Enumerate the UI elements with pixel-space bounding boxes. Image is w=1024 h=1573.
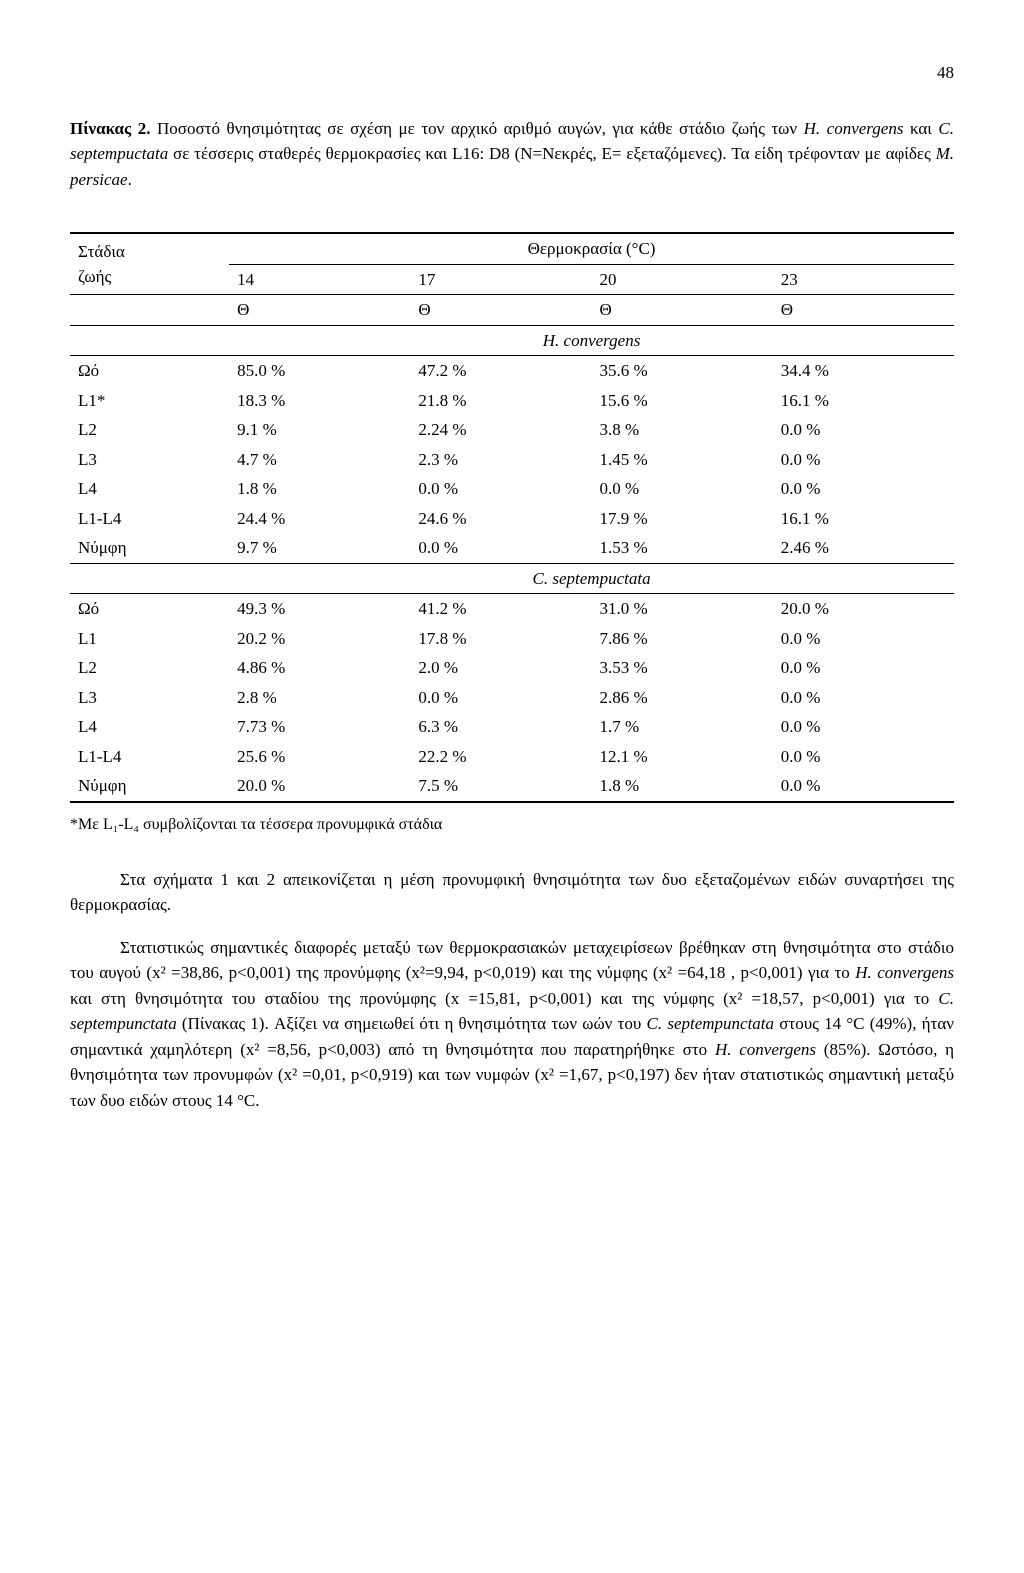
caption-label: Πίνακας 2. (70, 119, 150, 138)
header-t14: 14 (229, 264, 410, 295)
header-theta: Θ (773, 295, 954, 326)
header-t20: 20 (592, 264, 773, 295)
body-paragraph-1: Στα σχήματα 1 και 2 απεικονίζεται η μέση… (70, 867, 954, 918)
table-row: L41.8 %0.0 %0.0 %0.0 % (70, 474, 954, 504)
body-paragraph-2: Στατιστικώς σημαντικές διαφορές μεταξύ τ… (70, 935, 954, 1114)
header-temperature: Θερμοκρασία (°C) (229, 233, 954, 264)
species-name: H. convergens (855, 963, 954, 982)
table-row: Νύμφη9.7 %0.0 %1.53 %2.46 % (70, 533, 954, 563)
table-row: L1-L425.6 %22.2 %12.1 %0.0 % (70, 742, 954, 772)
table-row: L24.86 %2.0 %3.53 %0.0 % (70, 653, 954, 683)
caption-text2: και (903, 119, 938, 138)
table-row: L1-L424.4 %24.6 %17.9 %16.1 % (70, 504, 954, 534)
caption-text3: σε τέσσερις σταθερές θερμοκρασίες και L1… (168, 144, 935, 163)
caption-species1: H. convergens (804, 119, 904, 138)
table-row: Νύμφη20.0 %7.5 %1.8 %0.0 % (70, 771, 954, 802)
table-footnote: *Με L₁-L₄ συμβολίζονται τα τέσσερα προνυ… (70, 813, 954, 837)
section1-title: H. convergens (229, 325, 954, 356)
header-theta: Θ (410, 295, 591, 326)
table-row: L34.7 %2.3 %1.45 %0.0 % (70, 445, 954, 475)
caption-text1: Ποσοστό θνησιμότητας σε σχέση με τον αρχ… (150, 119, 803, 138)
header-theta: Θ (592, 295, 773, 326)
caption-textend: . (128, 170, 132, 189)
table-row: L47.73 %6.3 %1.7 %0.0 % (70, 712, 954, 742)
body-text: και στη θνησιμότητα του σταδίου της προν… (70, 989, 938, 1008)
header-stage: Στάδια ζωής (70, 233, 229, 295)
table-row: L32.8 %0.0 %2.86 %0.0 % (70, 683, 954, 713)
table-row: L1*18.3 %21.8 %15.6 %16.1 % (70, 386, 954, 416)
table-row: L120.2 %17.8 %7.86 %0.0 % (70, 624, 954, 654)
page-number: 48 (70, 60, 954, 86)
header-t23: 23 (773, 264, 954, 295)
header-t17: 17 (410, 264, 591, 295)
body-text: (Πίνακας 1). Αξίζει να σημειωθεί ότι η θ… (177, 1014, 647, 1033)
species-name: H. convergens (715, 1040, 816, 1059)
table-caption: Πίνακας 2. Ποσοστό θνησιμότητας σε σχέση… (70, 116, 954, 193)
header-theta: Θ (229, 295, 410, 326)
section2-title: C. septempuctata (229, 563, 954, 594)
table-row: Ωό85.0 %47.2 %35.6 %34.4 % (70, 356, 954, 386)
table-row: L29.1 %2.24 %3.8 %0.0 % (70, 415, 954, 445)
mortality-table: Στάδια ζωής Θερμοκρασία (°C) 14 17 20 23… (70, 232, 954, 803)
species-name: C. septempunctata (647, 1014, 775, 1033)
body-text: Στατιστικώς σημαντικές διαφορές μεταξύ τ… (70, 938, 954, 983)
table-row: Ωό49.3 %41.2 %31.0 %20.0 % (70, 594, 954, 624)
